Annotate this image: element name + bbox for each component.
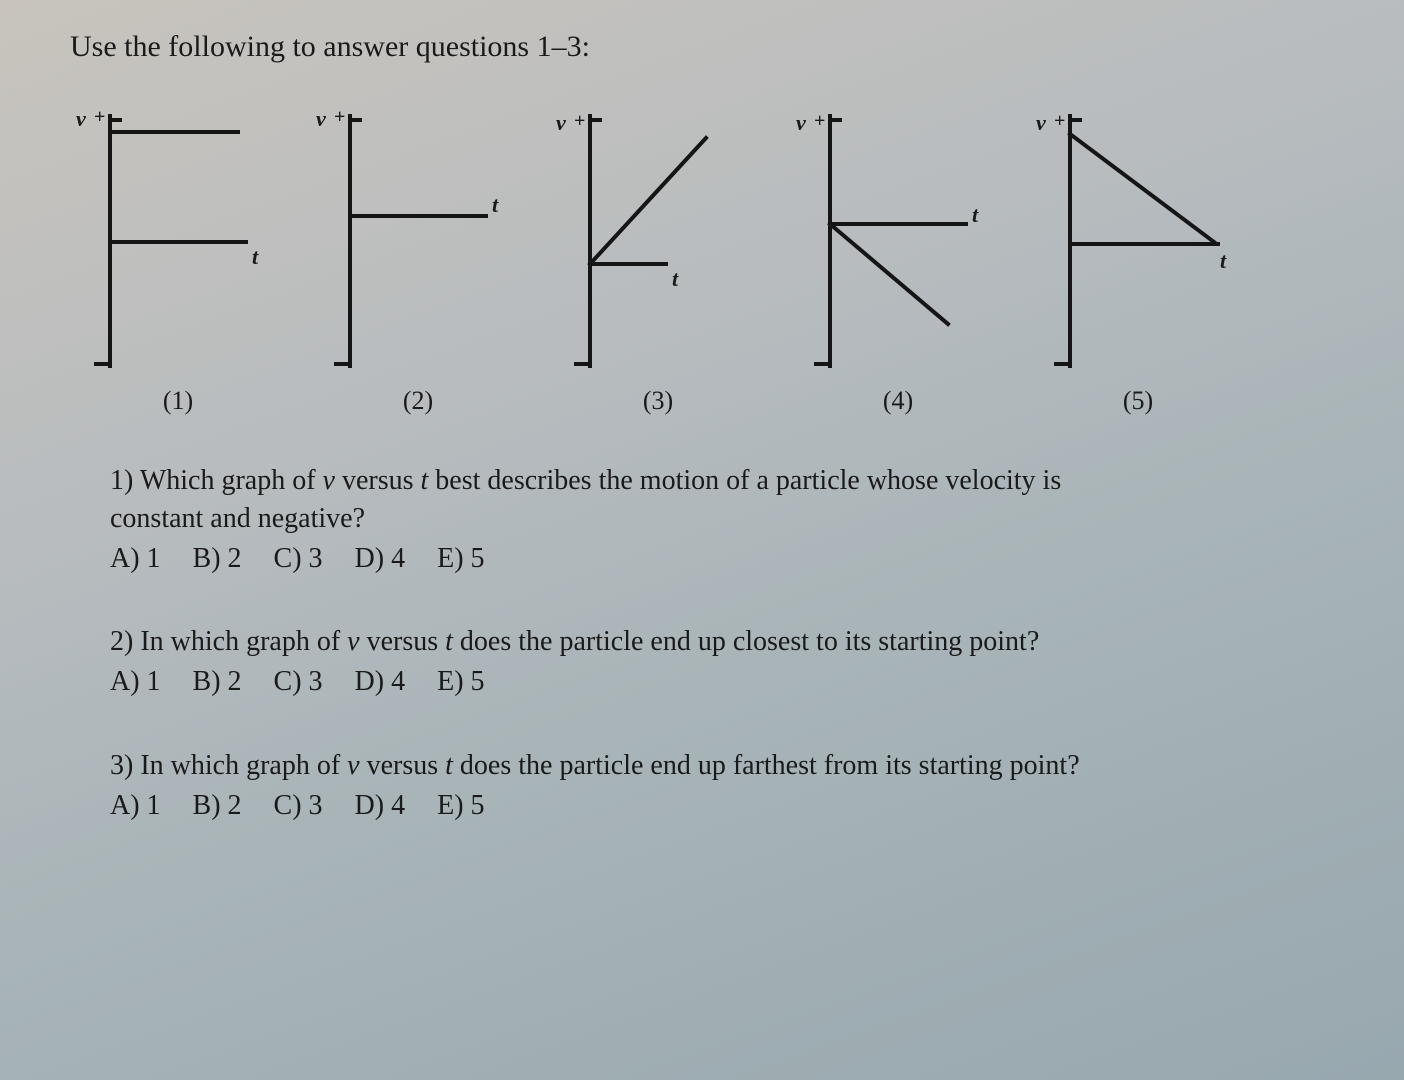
axis-v-label: v bbox=[1036, 110, 1046, 136]
axis-t-label: t bbox=[972, 202, 978, 228]
graph-number-label: (1) bbox=[163, 386, 193, 416]
question-prompt: 2) In which graph of v versus t does the… bbox=[110, 623, 1314, 661]
axis-v-label: v bbox=[556, 110, 566, 136]
graph-plot: v+t bbox=[318, 114, 518, 374]
choice-D: D) 4 bbox=[355, 543, 406, 574]
answer-choices: A) 1 B) 2 C) 3 D) 4 E) 5 bbox=[110, 787, 1314, 825]
question-prompt-cont: constant and negative? bbox=[110, 500, 1314, 538]
axis-plus-label: + bbox=[1054, 110, 1065, 133]
graphs-row: v+t (1) v+t (2) v+t (3) v+t (4) v+t (5) bbox=[70, 114, 1334, 416]
graph-svg bbox=[798, 114, 998, 374]
question-1: 1) Which graph of v versus t best descri… bbox=[110, 462, 1314, 577]
answer-choices: A) 1 B) 2 C) 3 D) 4 E) 5 bbox=[110, 663, 1314, 701]
graph-number-label: (5) bbox=[1123, 386, 1153, 416]
choice-C: C) 3 bbox=[274, 543, 323, 574]
graph-5: v+t (5) bbox=[1038, 114, 1238, 416]
graph-number-label: (2) bbox=[403, 386, 433, 416]
graph-svg bbox=[558, 114, 758, 374]
graph-2: v+t (2) bbox=[318, 114, 518, 416]
choice-B: B) 2 bbox=[193, 543, 242, 574]
axis-plus-label: + bbox=[94, 106, 105, 129]
graph-plot: v+t bbox=[798, 114, 998, 374]
axis-t-label: t bbox=[252, 244, 258, 270]
graph-1: v+t (1) bbox=[78, 114, 278, 416]
choice-E: E) 5 bbox=[437, 666, 484, 697]
graph-plot: v+t bbox=[1038, 114, 1238, 374]
choice-A: A) 1 bbox=[110, 790, 161, 821]
questions-block: 1) Which graph of v versus t best descri… bbox=[70, 462, 1334, 825]
axis-v-label: v bbox=[316, 106, 326, 132]
axis-t-label: t bbox=[1220, 248, 1226, 274]
axis-v-label: v bbox=[796, 110, 806, 136]
axis-t-label: t bbox=[672, 266, 678, 292]
choice-D: D) 4 bbox=[355, 790, 406, 821]
graph-svg bbox=[318, 114, 518, 374]
choice-C: C) 3 bbox=[274, 666, 323, 697]
graph-svg bbox=[78, 114, 278, 374]
choice-C: C) 3 bbox=[274, 790, 323, 821]
choice-A: A) 1 bbox=[110, 543, 161, 574]
graph-4: v+t (4) bbox=[798, 114, 998, 416]
choice-B: B) 2 bbox=[193, 790, 242, 821]
choice-D: D) 4 bbox=[355, 666, 406, 697]
graph-plot: v+t bbox=[558, 114, 758, 374]
graph-plot: v+t bbox=[78, 114, 278, 374]
choice-E: E) 5 bbox=[437, 790, 484, 821]
axis-v-label: v bbox=[76, 106, 86, 132]
axis-t-label: t bbox=[492, 192, 498, 218]
graph-number-label: (3) bbox=[643, 386, 673, 416]
choice-E: E) 5 bbox=[437, 543, 484, 574]
graph-number-label: (4) bbox=[883, 386, 913, 416]
axis-plus-label: + bbox=[334, 106, 345, 129]
instructions-heading: Use the following to answer questions 1–… bbox=[70, 30, 1334, 64]
graph-svg bbox=[1038, 114, 1238, 374]
answer-choices: A) 1 B) 2 C) 3 D) 4 E) 5 bbox=[110, 540, 1314, 578]
graph-3: v+t (3) bbox=[558, 114, 758, 416]
choice-B: B) 2 bbox=[193, 666, 242, 697]
axis-plus-label: + bbox=[814, 110, 825, 133]
choice-A: A) 1 bbox=[110, 666, 161, 697]
axis-plus-label: + bbox=[574, 110, 585, 133]
question-prompt: 1) Which graph of v versus t best descri… bbox=[110, 462, 1314, 500]
question-prompt: 3) In which graph of v versus t does the… bbox=[110, 747, 1314, 785]
question-2: 2) In which graph of v versus t does the… bbox=[110, 623, 1314, 701]
question-3: 3) In which graph of v versus t does the… bbox=[110, 747, 1314, 825]
